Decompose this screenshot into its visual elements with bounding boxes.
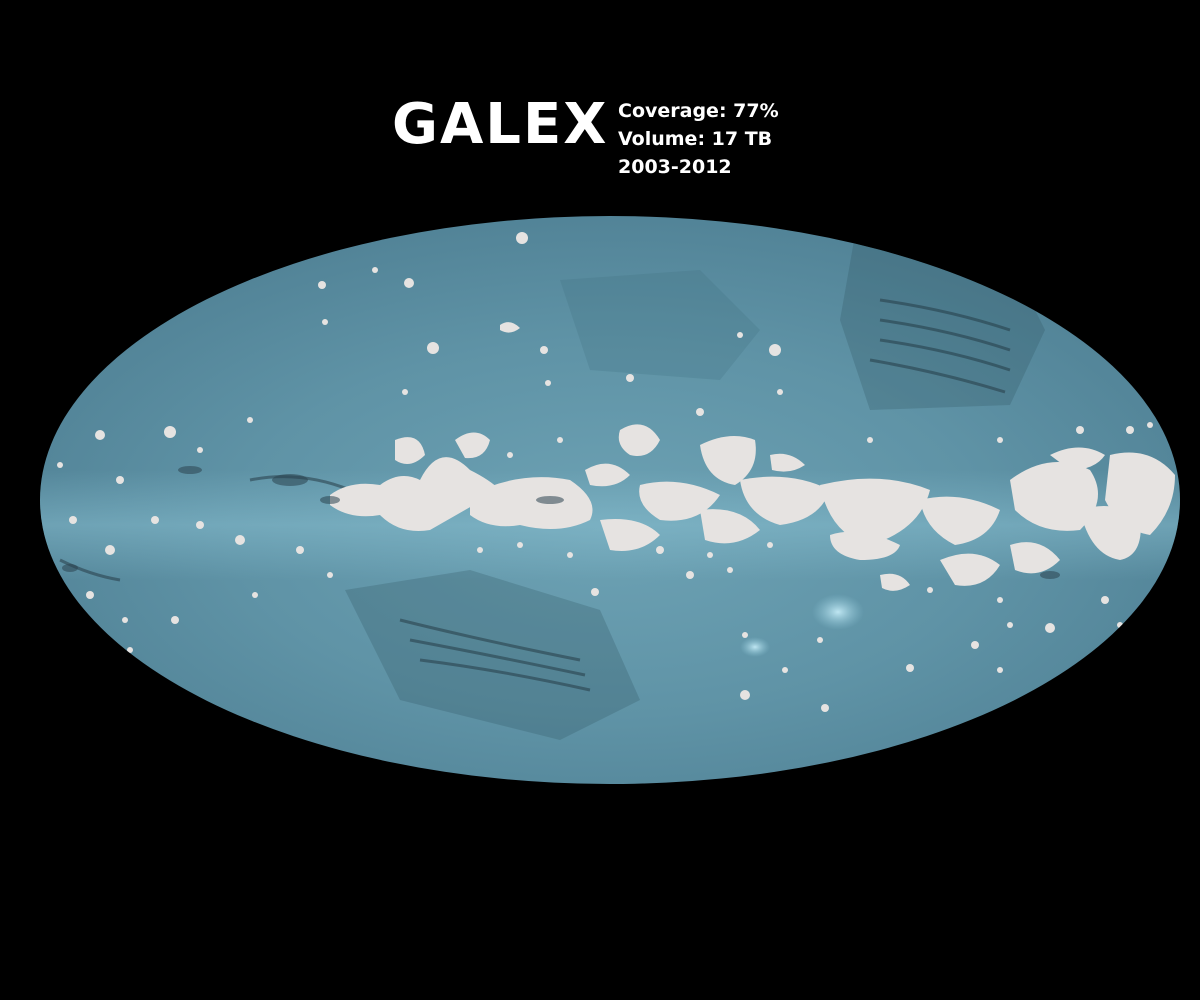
mission-title: GALEX [392, 92, 609, 157]
uncovered-sky-galactic-band [330, 424, 1175, 591]
large-magellanic-cloud [812, 594, 864, 630]
small-magellanic-cloud [740, 637, 770, 657]
coverage-label: Coverage: 77% [618, 100, 779, 122]
header: GALEX Coverage: 77% Volume: 17 TB 2003-2… [392, 92, 812, 192]
dark-streaks [59, 298, 1011, 692]
mission-stats: Coverage: 77% Volume: 17 TB 2003-2012 [618, 97, 779, 181]
years-label: 2003-2012 [618, 156, 732, 178]
uncovered-sky-patches [57, 232, 1153, 712]
dark-dust-features [62, 466, 1060, 579]
volume-label: Volume: 17 TB [618, 128, 773, 150]
